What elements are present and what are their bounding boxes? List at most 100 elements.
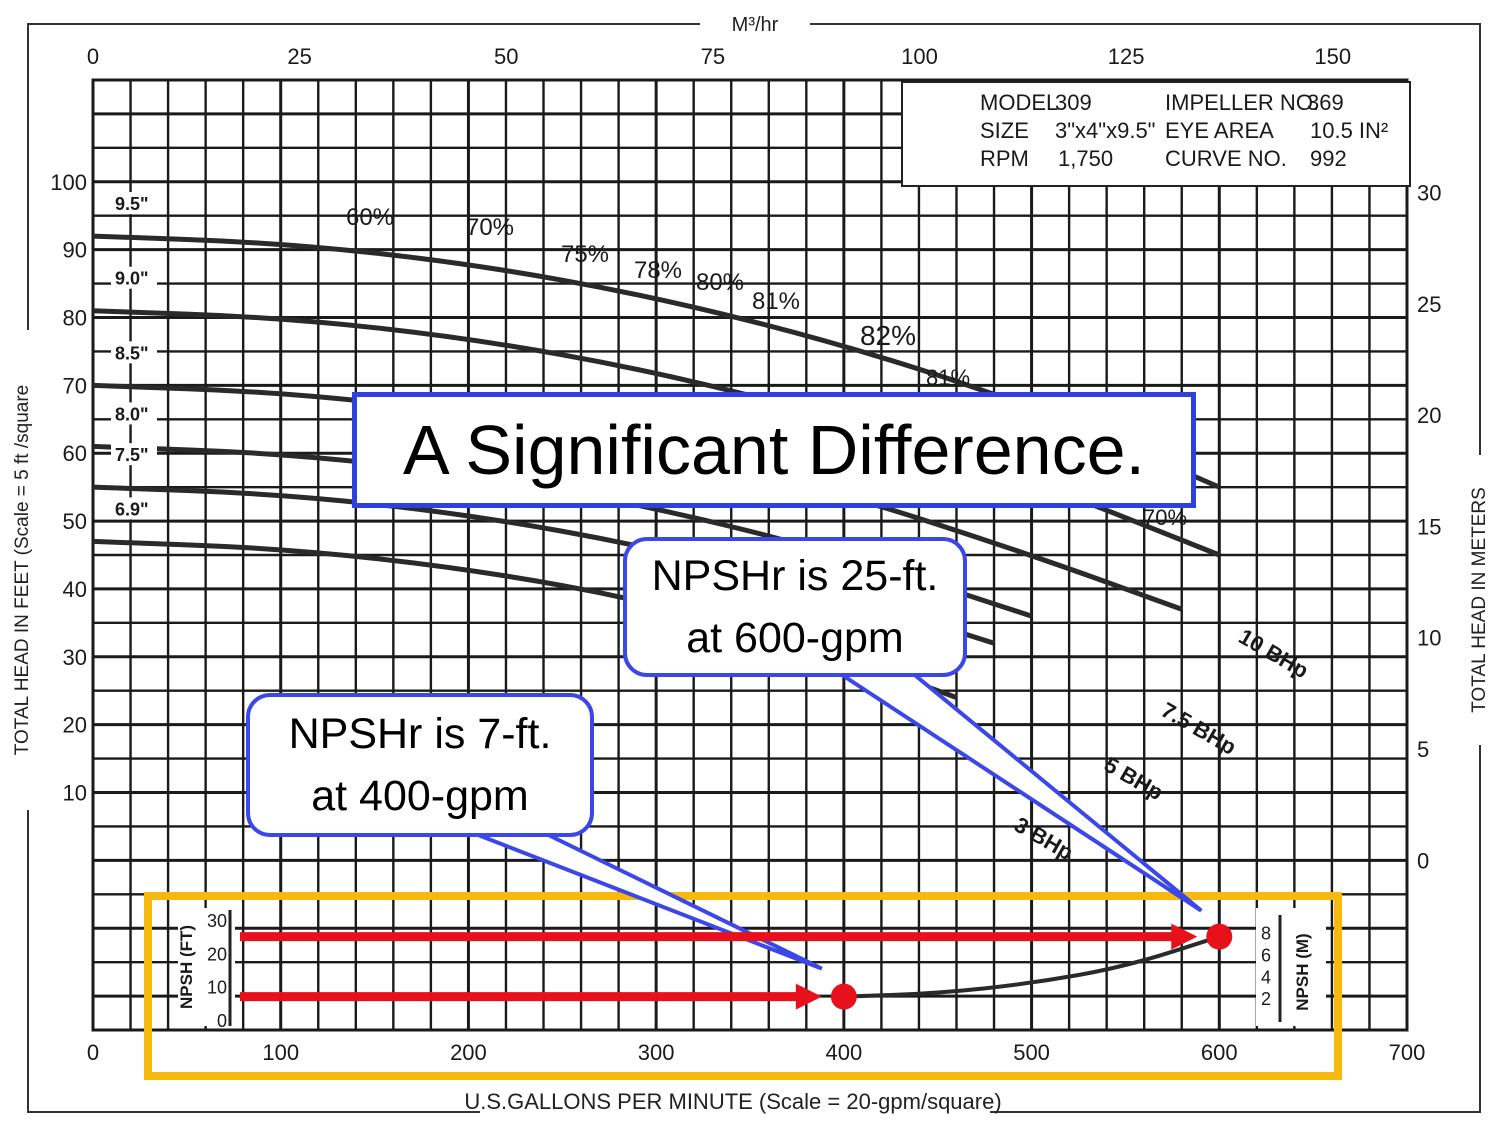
efficiency-label: 60%	[346, 204, 394, 231]
y-right-tick-label: 0	[1417, 848, 1429, 873]
y-left-tick-bg	[51, 778, 91, 807]
impeller-label-bg	[111, 341, 157, 364]
y-left-tick-label: 10	[63, 781, 87, 806]
arrow-to-600-gpm-head	[1171, 923, 1198, 950]
npsh-m-bg	[1256, 908, 1326, 1026]
y-left-tick-bg	[51, 235, 91, 264]
npsh-highlight-box	[144, 892, 1342, 1080]
bhp-label: 7.5 BHp	[1157, 697, 1240, 760]
top-tick-bg	[690, 46, 735, 76]
x-tick-label: 700	[1389, 1040, 1426, 1065]
npsh-ft-tick: 0	[217, 1011, 227, 1031]
x-tick-bg	[1007, 1038, 1056, 1068]
y-right-tick-bg	[1411, 401, 1441, 430]
y-right-tick-label: 10	[1417, 626, 1441, 651]
impeller-label: 8.0"	[115, 404, 149, 424]
y-axis-left-label: TOTAL HEAD IN FEET (Scale = 5 ft /square	[12, 385, 33, 755]
npsh-ft-tick: 20	[207, 944, 227, 964]
efficiency-label: 70%	[1143, 505, 1187, 530]
model-value: 309	[1055, 90, 1092, 115]
y-left-tick-bg	[51, 642, 91, 671]
x-tick-label: 0	[87, 1040, 99, 1065]
rpm-value: 1,750	[1058, 146, 1113, 171]
impeller-label: 8.5"	[115, 343, 149, 363]
efficiency-label: 80%	[696, 269, 744, 296]
top-tick-bg	[277, 46, 322, 76]
x-tick-label: 200	[450, 1040, 487, 1065]
y-left-tick-label: 40	[63, 577, 87, 602]
y-left-tick-bg	[51, 710, 91, 739]
bhp-label: 10 BHp	[1235, 624, 1313, 684]
eye-area-label: EYE AREA	[1165, 118, 1274, 143]
impeller-label-bg	[111, 443, 157, 466]
head-curve	[92, 233, 1221, 490]
y-right-tick-label: 5	[1417, 737, 1429, 762]
impeller-label: 9.5"	[115, 194, 149, 214]
x-tick-bg	[69, 1038, 117, 1068]
rpm-label: RPM	[980, 146, 1029, 171]
y-left-tick-label: 60	[63, 441, 87, 466]
impeller-label-bg	[111, 402, 157, 425]
y-left-tick-label: 70	[63, 373, 87, 398]
top-tick-bg	[1104, 46, 1149, 76]
top-tick-bg	[484, 46, 529, 76]
x-tick-label: 500	[1013, 1040, 1050, 1065]
top-tick-bg	[1310, 46, 1355, 76]
npsh-m-tick: 4	[1261, 967, 1271, 987]
top-tick-label: 100	[901, 44, 938, 69]
y-left-tick-bg	[51, 303, 91, 332]
x-tick-label: 400	[825, 1040, 862, 1065]
efficiency-label: 82%	[860, 320, 916, 351]
y-left-tick-label: 30	[63, 645, 87, 670]
y-right-tick-bg	[1411, 846, 1441, 875]
npsh-m-tick: 8	[1261, 924, 1271, 944]
y-left-tick-label: 20	[63, 713, 87, 738]
model-label: MODEL	[980, 90, 1058, 115]
size-label: SIZE	[980, 118, 1029, 143]
impeller-value: 369	[1307, 90, 1344, 115]
pump-info-box: MODEL 309 SIZE 3"x4"x9.5" RPM 1,750 IMPE…	[901, 81, 1411, 187]
callout-400-gpm: NPSHr is 7-ft. at 400-gpm	[246, 693, 594, 837]
npsh-m-tick: 6	[1261, 945, 1271, 965]
x-tick-bg	[444, 1038, 493, 1068]
y-right-tick-label: 20	[1417, 403, 1441, 428]
impeller-label-bg	[111, 497, 157, 520]
y-right-tick-bg	[1411, 623, 1441, 652]
efficiency-label: 81%	[926, 365, 970, 390]
y-left-tick-label: 80	[63, 306, 87, 331]
eye-area-value: 10.5 IN²	[1310, 118, 1388, 143]
y-left-tick-bg	[51, 167, 91, 196]
arrow-to-400-gpm-head	[795, 983, 822, 1010]
npsh-m-tick: 2	[1261, 989, 1271, 1009]
y-right-tick-bg	[1411, 512, 1441, 541]
x-tick-label: 600	[1201, 1040, 1238, 1065]
bhp-label: 5 BHp	[1100, 752, 1168, 805]
npsh-m-label: NPSH (M)	[1293, 933, 1312, 1010]
impeller-label: 6.9"	[115, 499, 149, 519]
top-tick-label: 25	[287, 44, 311, 69]
npsh-ft-tick: 30	[207, 911, 227, 931]
efficiency-label: 70%	[466, 214, 514, 241]
x-tick-label: 100	[262, 1040, 299, 1065]
y-left-tick-bg	[51, 439, 91, 468]
impeller-label: 7.5"	[115, 445, 149, 465]
y-right-tick-label: 15	[1417, 514, 1441, 539]
top-tick-bg	[71, 46, 115, 76]
top-tick-label: 125	[1108, 44, 1145, 69]
top-tick-label: 50	[494, 44, 518, 69]
x-tick-bg	[1383, 1038, 1431, 1068]
y-left-tick-label: 90	[63, 238, 87, 263]
npsh-ft-tick: 10	[207, 978, 227, 998]
y-right-tick-bg	[1411, 735, 1441, 764]
y-left-tick-bg	[51, 371, 91, 400]
efficiency-label: 81%	[752, 288, 800, 315]
x-tick-label: 300	[638, 1040, 675, 1065]
x-tick-bg	[256, 1038, 305, 1068]
curve-no-value: 992	[1310, 146, 1347, 171]
impeller-label-bg	[111, 266, 157, 289]
y-left-tick-label: 50	[63, 509, 87, 534]
top-tick-bg	[897, 46, 942, 76]
